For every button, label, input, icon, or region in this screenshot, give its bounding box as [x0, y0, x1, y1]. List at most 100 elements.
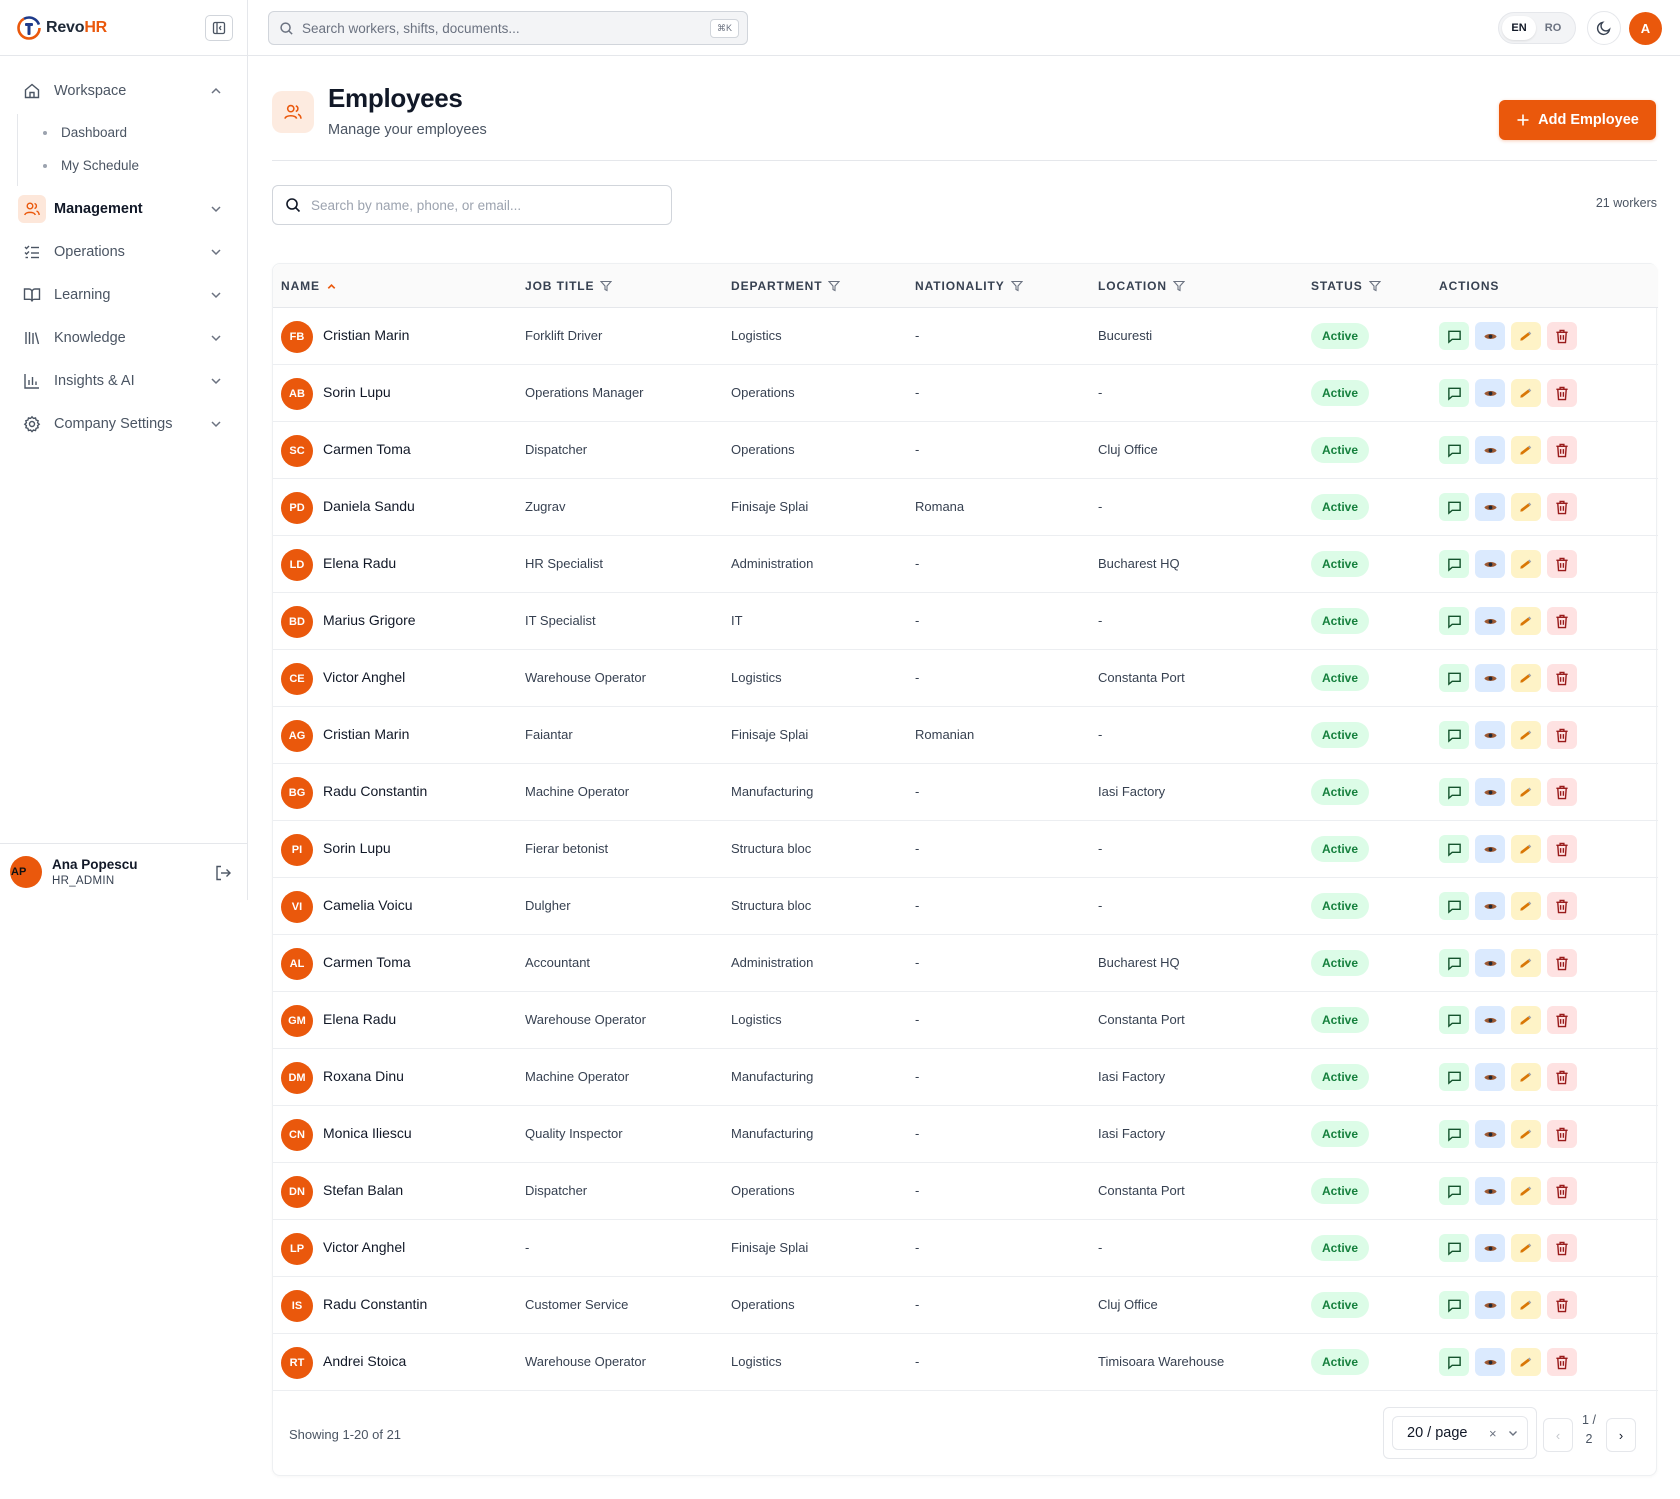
filter-icon[interactable] — [1172, 280, 1185, 292]
add-employee-button[interactable]: Add Employee — [1499, 100, 1656, 140]
delete-button[interactable] — [1547, 1063, 1577, 1091]
table-row[interactable]: BG Radu Constantin Machine Operator Manu… — [273, 764, 1658, 821]
edit-button[interactable] — [1511, 1348, 1541, 1376]
prev-page-button[interactable]: ‹ — [1543, 1418, 1573, 1452]
view-button[interactable] — [1475, 721, 1505, 749]
delete-button[interactable] — [1547, 1006, 1577, 1034]
employee-name[interactable]: Victor Anghel — [323, 1239, 406, 1255]
message-button[interactable] — [1439, 1177, 1469, 1205]
message-button[interactable] — [1439, 550, 1469, 578]
table-row[interactable]: BD Marius Grigore IT Specialist IT - - A… — [273, 593, 1658, 650]
table-row[interactable]: CN Monica Iliescu Quality Inspector Manu… — [273, 1106, 1658, 1163]
message-button[interactable] — [1439, 892, 1469, 920]
avatar[interactable]: A — [1629, 12, 1662, 45]
edit-button[interactable] — [1511, 1234, 1541, 1262]
avatar[interactable]: AP — [10, 856, 42, 888]
nav-workspace[interactable]: Workspace — [16, 71, 232, 111]
delete-button[interactable] — [1547, 607, 1577, 635]
message-button[interactable] — [1439, 1348, 1469, 1376]
edit-button[interactable] — [1511, 322, 1541, 350]
table-row[interactable]: LP Victor Anghel - Finisaje Splai - - Ac… — [273, 1220, 1658, 1277]
employee-name[interactable]: Carmen Toma — [323, 441, 411, 457]
view-button[interactable] — [1475, 892, 1505, 920]
table-row[interactable]: FB Cristian Marin Forklift Driver Logist… — [273, 308, 1658, 365]
brand-logo[interactable]: RevoHR — [16, 14, 107, 42]
table-row[interactable]: DN Stefan Balan Dispatcher Operations - … — [273, 1163, 1658, 1220]
edit-button[interactable] — [1511, 1291, 1541, 1319]
employee-name[interactable]: Sorin Lupu — [323, 384, 391, 400]
table-row[interactable]: PI Sorin Lupu Fierar betonist Structura … — [273, 821, 1658, 878]
message-button[interactable] — [1439, 1291, 1469, 1319]
nav-insights-ai[interactable]: Insights & AI — [16, 361, 232, 401]
next-page-button[interactable]: › — [1606, 1418, 1636, 1452]
edit-button[interactable] — [1511, 1177, 1541, 1205]
view-button[interactable] — [1475, 379, 1505, 407]
table-row[interactable]: PD Daniela Sandu Zugrav Finisaje Splai R… — [273, 479, 1658, 536]
view-button[interactable] — [1475, 436, 1505, 464]
delete-button[interactable] — [1547, 835, 1577, 863]
nav-knowledge[interactable]: Knowledge — [16, 318, 232, 358]
sidebar-item-my-schedule[interactable]: My Schedule — [18, 149, 248, 182]
edit-button[interactable] — [1511, 892, 1541, 920]
employee-name[interactable]: Victor Anghel — [323, 669, 406, 685]
delete-button[interactable] — [1547, 664, 1577, 692]
edit-button[interactable] — [1511, 607, 1541, 635]
message-button[interactable] — [1439, 664, 1469, 692]
edit-button[interactable] — [1511, 721, 1541, 749]
delete-button[interactable] — [1547, 721, 1577, 749]
employee-name[interactable]: Stefan Balan — [323, 1182, 404, 1198]
delete-button[interactable] — [1547, 892, 1577, 920]
table-row[interactable]: VI Camelia Voicu Dulgher Structura bloc … — [273, 878, 1658, 935]
view-button[interactable] — [1475, 1006, 1505, 1034]
table-row[interactable]: AG Cristian Marin Faiantar Finisaje Spla… — [273, 707, 1658, 764]
view-button[interactable] — [1475, 778, 1505, 806]
view-button[interactable] — [1475, 835, 1505, 863]
table-row[interactable]: AB Sorin Lupu Operations Manager Operati… — [273, 365, 1658, 422]
delete-button[interactable] — [1547, 379, 1577, 407]
filter-icon[interactable] — [828, 280, 841, 292]
view-button[interactable] — [1475, 607, 1505, 635]
message-button[interactable] — [1439, 721, 1469, 749]
message-button[interactable] — [1439, 1063, 1469, 1091]
employee-search-input[interactable] — [311, 197, 671, 213]
col-header-name[interactable]: NAME — [281, 279, 337, 293]
nav-operations[interactable]: Operations — [16, 232, 232, 272]
logout-icon[interactable] — [214, 864, 232, 882]
view-button[interactable] — [1475, 322, 1505, 350]
edit-button[interactable] — [1511, 1063, 1541, 1091]
view-button[interactable] — [1475, 1291, 1505, 1319]
message-button[interactable] — [1439, 778, 1469, 806]
table-row[interactable]: GM Elena Radu Warehouse Operator Logisti… — [273, 992, 1658, 1049]
page-size-select[interactable]: 20 / page × — [1392, 1416, 1528, 1450]
view-button[interactable] — [1475, 1234, 1505, 1262]
edit-button[interactable] — [1511, 493, 1541, 521]
employee-name[interactable]: Elena Radu — [323, 1011, 397, 1027]
employee-name[interactable]: Monica Iliescu — [323, 1125, 412, 1141]
edit-button[interactable] — [1511, 664, 1541, 692]
edit-button[interactable] — [1511, 949, 1541, 977]
message-button[interactable] — [1439, 379, 1469, 407]
lang-ro-button[interactable]: RO — [1544, 22, 1562, 34]
delete-button[interactable] — [1547, 1348, 1577, 1376]
table-row[interactable]: AL Carmen Toma Accountant Administration… — [273, 935, 1658, 992]
employee-name[interactable]: Elena Radu — [323, 555, 397, 571]
table-row[interactable]: CE Victor Anghel Warehouse Operator Logi… — [273, 650, 1658, 707]
employee-name[interactable]: Camelia Voicu — [323, 897, 413, 913]
view-button[interactable] — [1475, 1120, 1505, 1148]
view-button[interactable] — [1475, 1063, 1505, 1091]
lang-en-button[interactable]: EN — [1502, 16, 1536, 40]
delete-button[interactable] — [1547, 550, 1577, 578]
employee-name[interactable]: Cristian Marin — [323, 726, 410, 742]
view-button[interactable] — [1475, 550, 1505, 578]
message-button[interactable] — [1439, 322, 1469, 350]
employee-name[interactable]: Sorin Lupu — [323, 840, 391, 856]
employee-name[interactable]: Marius Grigore — [323, 612, 416, 628]
employee-name[interactable]: Roxana Dinu — [323, 1068, 404, 1084]
edit-button[interactable] — [1511, 1006, 1541, 1034]
theme-toggle-button[interactable] — [1587, 11, 1621, 45]
global-search[interactable]: ⌘K — [268, 11, 748, 45]
edit-button[interactable] — [1511, 835, 1541, 863]
nav-management[interactable]: Management — [16, 189, 232, 229]
filter-icon[interactable] — [1368, 280, 1381, 292]
employee-name[interactable]: Andrei Stoica — [323, 1353, 407, 1369]
